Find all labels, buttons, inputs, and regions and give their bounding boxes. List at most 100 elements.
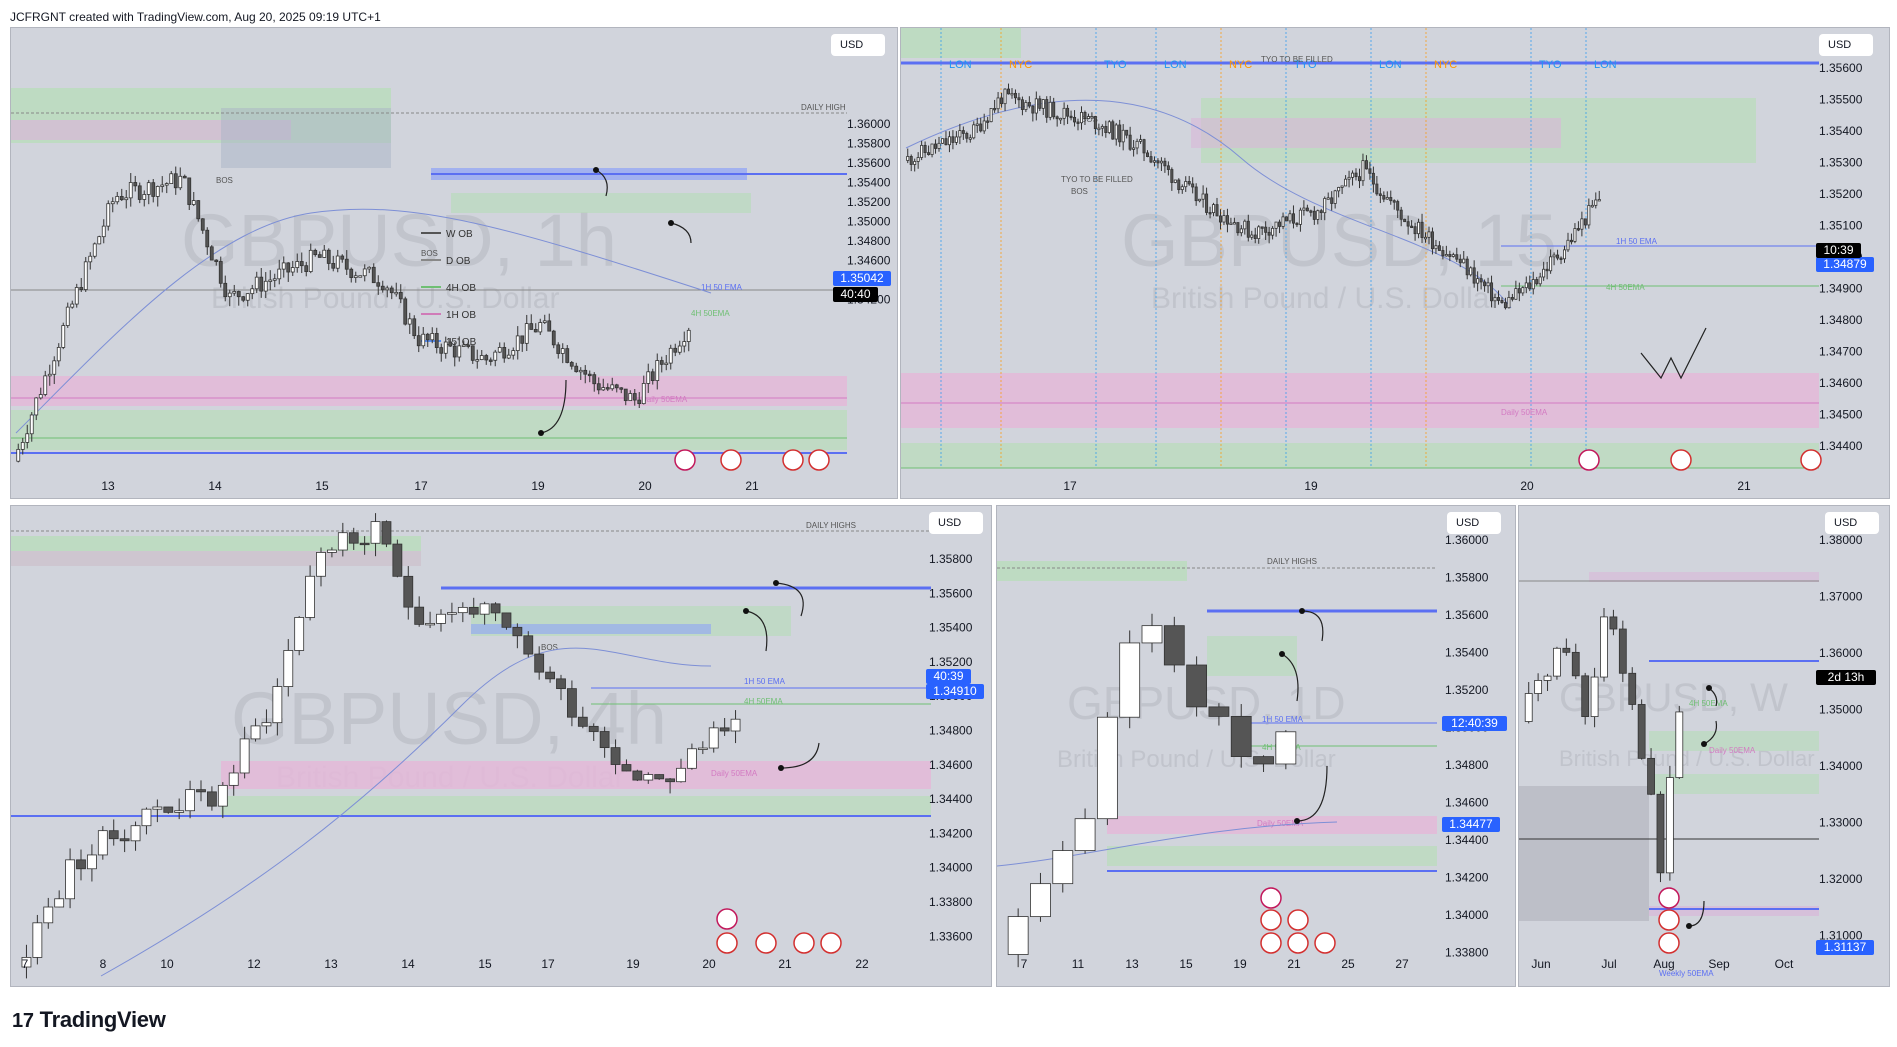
candle-body	[1125, 129, 1129, 136]
candle-body	[277, 268, 282, 280]
chart-panel-weekly[interactable]: GBPUSD, W British Pound / U.S. Dollar 4H…	[1518, 505, 1890, 987]
candle-body	[1559, 257, 1563, 260]
reaction-arrow	[1296, 765, 1328, 822]
y-axis-tick-label: 1.35600	[929, 586, 973, 600]
candle-body	[436, 613, 446, 624]
candle-body	[130, 825, 141, 842]
candle-body	[1274, 221, 1278, 229]
y-axis-tick-label: 1.35500	[1819, 93, 1863, 107]
event-badge	[716, 908, 738, 930]
attribution-header: JCFRGNT created with TradingView.com, Au…	[10, 10, 381, 24]
candle-body	[1576, 228, 1580, 231]
currency-button[interactable]: USD	[1447, 512, 1501, 534]
candle-body	[92, 243, 97, 257]
chart-canvas-1h[interactable]: DAILY HIGH BOS BOS 1H 50 EMA 4H 50EMA Daily 5…	[11, 28, 897, 498]
candle-body	[479, 355, 484, 361]
candle-body	[1514, 288, 1518, 300]
candle-body	[1027, 102, 1031, 107]
chart-panel-1h[interactable]: GBPUSD, 1h British Pound / U.S. Dollar D…	[10, 27, 898, 499]
x-axis-tick-label: Sep	[1708, 957, 1730, 971]
candle-body	[142, 194, 147, 200]
candle-body	[1472, 267, 1476, 284]
candle-body	[1375, 183, 1379, 195]
chart-panel-4h[interactable]: GBPUSD, 4h British Pound / U.S. Dollar D…	[10, 505, 992, 987]
flag-badge	[720, 449, 742, 471]
bos-label: BOS	[421, 249, 438, 258]
y-axis-tick-label: 1.34800	[847, 234, 891, 248]
candle-body	[1074, 818, 1096, 851]
daily-high-label: DAILY HIGH	[801, 103, 846, 112]
candle-body	[376, 282, 381, 287]
candle-body	[250, 288, 255, 295]
candle-body	[601, 387, 606, 391]
daily-ema-label: Daily 50EMA	[1709, 746, 1756, 755]
candle-body	[686, 329, 691, 342]
y-axis-tick-label: 1.36000	[847, 117, 891, 131]
candle-body	[1275, 731, 1297, 765]
candle-body	[174, 810, 185, 813]
chart-panel-15m[interactable]: GBPUSD, 15 British Pound / U.S. Dollar L…	[900, 27, 1890, 499]
candle-body	[1007, 916, 1029, 955]
ob-zone-1h	[11, 551, 421, 566]
candle-body	[1260, 226, 1264, 229]
w-ob-zone	[1519, 786, 1649, 921]
candle-body	[403, 575, 414, 608]
y-axis-tick-label: 1.35800	[1445, 571, 1489, 585]
candle-body	[542, 320, 547, 323]
candle-body	[389, 287, 394, 294]
chart-canvas-weekly[interactable]: 4H 50EMA Daily 50EMA Weekly 50EMA 1.38000 1.…	[1519, 506, 1889, 986]
y-axis-tick-label: 1.34800	[929, 724, 973, 738]
currency-button[interactable]: USD	[929, 512, 983, 534]
candle-body	[1295, 222, 1299, 226]
candle-body	[599, 731, 610, 749]
y-axis-tick-label: 1.33800	[1445, 946, 1489, 960]
candle-body	[1420, 221, 1424, 238]
reaction-arrow	[745, 610, 768, 652]
countdown-label: 2d 13h	[1828, 670, 1865, 684]
event-badge	[1658, 887, 1680, 909]
x-axis-tick-label: 21	[1287, 957, 1301, 971]
candle-body	[1118, 124, 1122, 143]
chart-canvas-15m[interactable]: LON NYC TYO LON NYC TYO LON NYC TYO LON TYO TO BE …	[901, 28, 1889, 498]
ob-zone-4h	[1649, 731, 1819, 751]
currency-button[interactable]: USD	[831, 34, 885, 56]
candle-body	[380, 285, 385, 291]
candle-body	[986, 120, 990, 123]
currency-button[interactable]: USD	[1825, 512, 1879, 534]
flag-badge	[1287, 909, 1309, 931]
session-zone	[901, 28, 1021, 58]
x-axis-tick-label: 10	[160, 957, 174, 971]
candle-body	[1253, 234, 1257, 240]
price-label-bg	[1442, 817, 1500, 832]
chart-panel-1d[interactable]: GBPUSD, 1D British Pound / U.S. Dollar D…	[996, 505, 1516, 987]
currency-button[interactable]: USD	[1819, 34, 1873, 56]
candle-body	[340, 255, 345, 260]
y-axis-tick-label: 1.34600	[929, 758, 973, 772]
candle-body	[1024, 102, 1028, 110]
candle-body	[1378, 193, 1382, 196]
candle-body	[1496, 297, 1500, 301]
daily-ema-zone	[901, 373, 1819, 428]
candle-body	[1250, 234, 1254, 238]
candle-body	[574, 365, 579, 373]
arrow-start-dot	[1294, 818, 1300, 824]
candle-body	[1413, 226, 1417, 235]
candle-body	[641, 383, 646, 405]
candle-body	[954, 136, 958, 143]
candle-body	[1149, 156, 1153, 163]
candle-body	[1618, 628, 1627, 674]
ema-4h-label: 4H 50EMA	[744, 697, 783, 706]
candle-body	[614, 384, 619, 389]
bos-label: BOS	[541, 643, 558, 652]
chart-canvas-4h[interactable]: DAILY HIGHS BOS 1H 50 EMA 4H 50EMA Daily 50E…	[11, 506, 991, 986]
candle-body	[155, 186, 160, 197]
candle-body	[217, 784, 228, 807]
candle-body	[1542, 268, 1546, 278]
candle-body	[592, 374, 597, 385]
flag-badge	[1658, 932, 1680, 954]
session-label: TYO	[1539, 59, 1562, 71]
candle-body	[414, 606, 425, 625]
candle-body	[1597, 199, 1601, 202]
candle-body	[1399, 209, 1403, 220]
